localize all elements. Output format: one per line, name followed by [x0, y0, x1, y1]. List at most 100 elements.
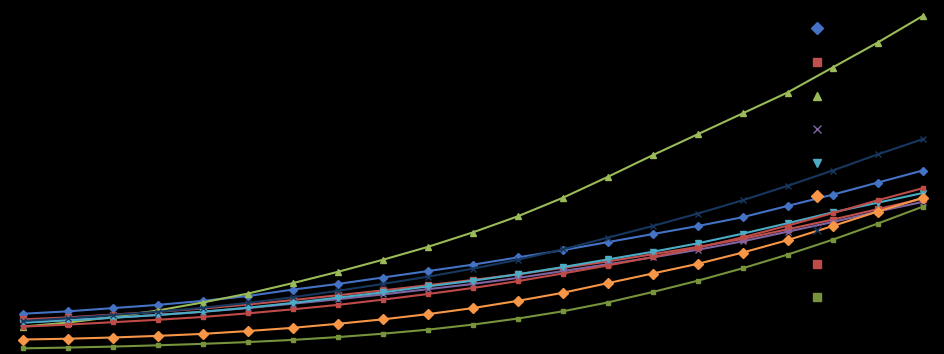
Linguistica, Letras e Artes — [556, 272, 567, 276]
Linguistica, Letras e Artes — [736, 235, 748, 239]
Ciencias da Saude — [331, 297, 343, 301]
Ciencias Humanas — [331, 289, 343, 293]
Ciencias Agrarias — [377, 290, 388, 295]
Ciencias Exatas — [556, 248, 567, 252]
Engenharias — [107, 315, 118, 319]
Ciencias da Saude — [826, 220, 837, 224]
Ciencias Humanas — [287, 295, 298, 299]
Multidisciplinar — [646, 290, 657, 294]
Linguistica, Letras e Artes — [152, 318, 163, 322]
Ciencias Sociais Aplicadas — [736, 251, 748, 255]
Ciencias Exatas — [152, 303, 163, 307]
Ciencias Sociais Aplicadas — [152, 334, 163, 338]
Ciencias da Saude — [61, 318, 73, 322]
Multidisciplinar — [826, 238, 837, 242]
Ciencias Exatas — [107, 306, 118, 310]
Ciencias da Saude — [152, 313, 163, 317]
Linguistica, Letras e Artes — [421, 292, 432, 296]
Multidisciplinar — [287, 338, 298, 342]
Ciencias Agrarias — [331, 296, 343, 300]
Ciencias Agrarias — [17, 320, 28, 325]
Ciencias Exatas — [242, 294, 253, 298]
Linguistica, Letras e Artes — [826, 211, 837, 215]
Ciencias Humanas — [826, 169, 837, 173]
Engenharias — [17, 325, 28, 329]
Line: Ciencias Biologicas: Ciencias Biologicas — [20, 196, 924, 322]
Ciencias Humanas — [242, 301, 253, 305]
Engenharias — [916, 14, 927, 18]
Linguistica, Letras e Artes — [17, 325, 28, 329]
Multidisciplinar — [691, 279, 702, 283]
Linguistica, Letras e Artes — [377, 298, 388, 302]
Ciencias Humanas — [107, 313, 118, 317]
Linguistica, Letras e Artes — [781, 224, 792, 228]
Ciencias Biologicas — [242, 302, 253, 307]
Ciencias Biologicas — [17, 317, 28, 321]
Ciencias da Saude — [916, 200, 927, 204]
Linguistica, Letras e Artes — [871, 198, 883, 202]
Engenharias — [601, 175, 613, 179]
Ciencias Sociais Aplicadas — [17, 337, 28, 342]
Engenharias — [152, 308, 163, 313]
Ciencias Agrarias — [512, 272, 523, 276]
Ciencias Humanas — [512, 258, 523, 262]
Multidisciplinar — [601, 301, 613, 305]
Linguistica, Letras e Artes — [466, 286, 478, 290]
Ciencias Sociais Aplicadas — [781, 238, 792, 242]
Ciencias Agrarias — [61, 318, 73, 322]
Engenharias — [331, 270, 343, 274]
Ciencias Sociais Aplicadas — [377, 317, 388, 321]
Engenharias — [287, 281, 298, 285]
Ciencias da Saude — [871, 210, 883, 214]
Ciencias da Saude — [512, 276, 523, 280]
Line: Linguistica, Letras e Artes: Linguistica, Letras e Artes — [21, 186, 923, 329]
Linguistica, Letras e Artes — [61, 322, 73, 327]
Multidisciplinar — [196, 342, 208, 346]
Multidisciplinar — [61, 346, 73, 350]
Engenharias — [466, 230, 478, 235]
Ciencias Biologicas — [871, 207, 883, 211]
Engenharias — [421, 245, 432, 249]
Ciencias Agrarias — [196, 310, 208, 314]
Linguistica, Letras e Artes — [287, 307, 298, 312]
Ciencias Sociais Aplicadas — [871, 210, 883, 214]
Ciencias da Saude — [107, 316, 118, 320]
Ciencias Agrarias — [152, 313, 163, 317]
Ciencias da Saude — [466, 282, 478, 286]
Engenharias — [242, 292, 253, 296]
Line: Ciencias Sociais Aplicadas: Ciencias Sociais Aplicadas — [19, 194, 925, 343]
Engenharias — [556, 196, 567, 200]
Linguistica, Letras e Artes — [646, 255, 657, 259]
Ciencias Sociais Aplicadas — [556, 291, 567, 295]
Ciencias Biologicas — [916, 196, 927, 201]
Ciencias Exatas — [377, 275, 388, 280]
Ciencias Exatas — [512, 255, 523, 259]
Ciencias Agrarias — [781, 221, 792, 225]
Engenharias — [736, 111, 748, 115]
Ciencias da Saude — [646, 255, 657, 259]
Ciencias Exatas — [466, 263, 478, 267]
Ciencias Sociais Aplicadas — [466, 306, 478, 310]
Linguistica, Letras e Artes — [512, 279, 523, 283]
Ciencias da Saude — [601, 262, 613, 267]
Engenharias — [646, 153, 657, 158]
Linguistica, Letras e Artes — [691, 246, 702, 250]
Ciencias Humanas — [646, 224, 657, 228]
Ciencias Agrarias — [601, 257, 613, 262]
Ciencias Biologicas — [826, 217, 837, 222]
Ciencias Biologicas — [691, 245, 702, 249]
Engenharias — [196, 301, 208, 305]
Ciencias da Saude — [242, 306, 253, 310]
Ciencias Agrarias — [691, 241, 702, 246]
Ciencias Agrarias — [466, 279, 478, 283]
Ciencias Agrarias — [556, 265, 567, 269]
Ciencias Sociais Aplicadas — [242, 329, 253, 333]
Ciencias Biologicas — [512, 272, 523, 276]
Ciencias Biologicas — [377, 288, 388, 292]
Ciencias Humanas — [916, 137, 927, 141]
Linguistica, Letras e Artes — [107, 320, 118, 324]
Ciencias Agrarias — [242, 306, 253, 310]
Multidisciplinar — [556, 309, 567, 314]
Multidisciplinar — [781, 252, 792, 257]
Ciencias Exatas — [421, 269, 432, 273]
